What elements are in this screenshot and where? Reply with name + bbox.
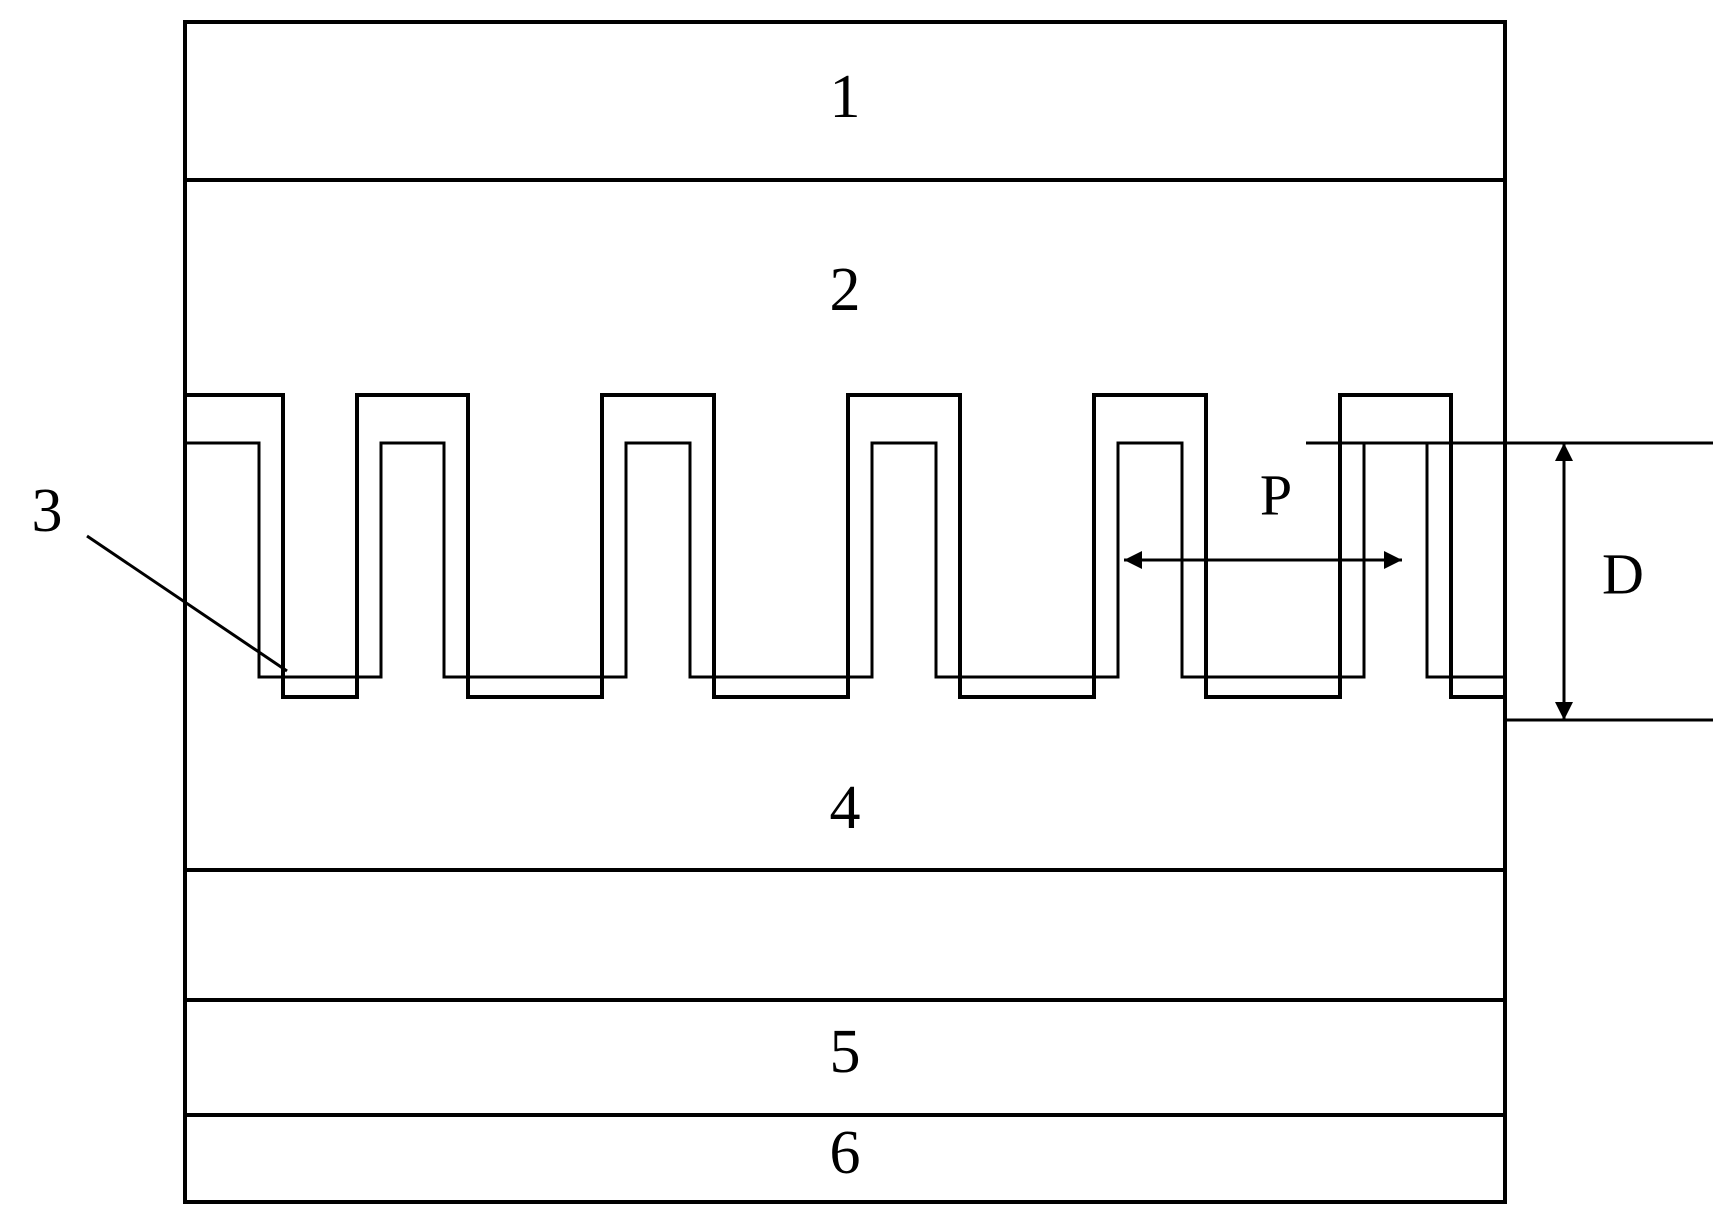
label-2: 2 <box>830 256 861 324</box>
label-P: P <box>1260 462 1292 527</box>
label-1: 1 <box>830 63 861 131</box>
label-3: 3 <box>32 477 63 545</box>
label-D: D <box>1602 541 1644 606</box>
label-5: 5 <box>830 1018 861 1086</box>
label-4: 4 <box>830 774 861 842</box>
label-6: 6 <box>830 1119 861 1187</box>
diagram-root: 1 2 4 5 6 3 P D <box>0 0 1713 1212</box>
